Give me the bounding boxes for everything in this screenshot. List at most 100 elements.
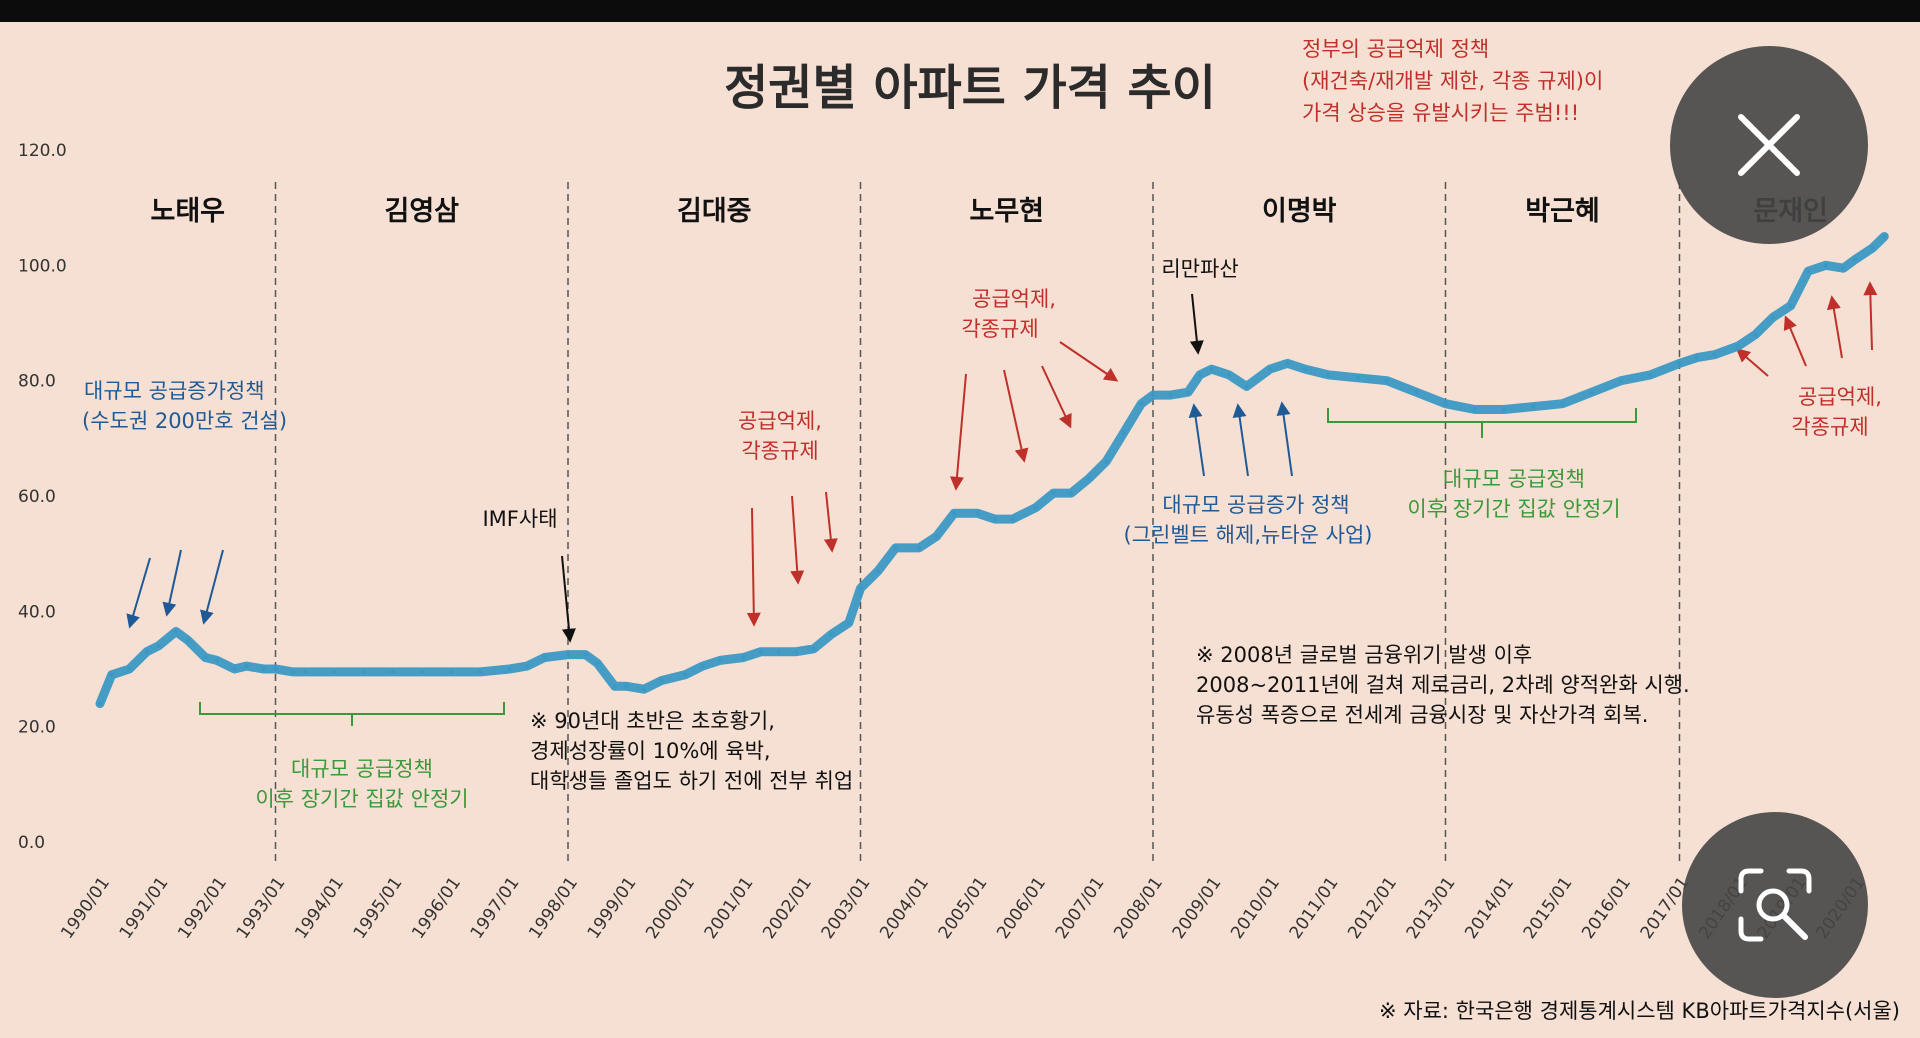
series-point: [566, 652, 570, 657]
series-point: [1823, 263, 1828, 268]
arrow-red-2018-a: [1735, 348, 1769, 377]
green-note-2013-line-2: 이후 장기간 집값 안정기: [1407, 497, 1620, 521]
series-point: [174, 629, 178, 634]
x-tick-label: 1992/01: [174, 873, 231, 942]
era-label: 박근혜: [1525, 196, 1600, 227]
series-point: [1168, 393, 1173, 398]
close-button[interactable]: [1670, 46, 1868, 244]
x-tick-label: 2005/01: [935, 873, 992, 942]
arrow-lehman: [1189, 293, 1204, 355]
arrow-red-2005-a: [950, 373, 967, 491]
series-point: [1648, 372, 1653, 377]
series-point: [1227, 372, 1231, 377]
series-point: [261, 667, 266, 671]
arrow-red-2018-d: [1863, 281, 1878, 351]
series-point: [244, 664, 249, 669]
series-point: [846, 620, 851, 625]
top-red-note-line-1: 정부의 공급억제 정책: [1302, 37, 1489, 61]
series-point: [1806, 269, 1811, 274]
x-tick-label: 1993/01: [233, 873, 290, 942]
y-tick-label: 40.0: [18, 602, 56, 622]
series-point: [1303, 367, 1308, 372]
x-tick-label: 2012/01: [1344, 873, 1401, 942]
series-point: [419, 669, 424, 674]
series-point: [876, 569, 880, 573]
close-icon: [1738, 114, 1800, 176]
series-point: [1069, 491, 1074, 496]
series-point: [1619, 378, 1623, 383]
series-point: [1244, 384, 1249, 389]
series-point: [759, 649, 763, 654]
x-tick-label: 2013/01: [1403, 873, 1460, 942]
arrow-red-2005-d: [1059, 341, 1119, 382]
series-point: [794, 649, 799, 654]
blue-note-2009-line-1: 대규모 공급증가 정책: [1162, 493, 1349, 517]
series-point: [232, 667, 237, 671]
x-tick-label: 2011/01: [1286, 873, 1343, 942]
series-point: [811, 646, 816, 651]
arrow-blue-2009-b: [1232, 403, 1249, 477]
arrow-blue-1990-b: [162, 549, 182, 617]
black-note-2008-line-3: 유동성 폭증으로 전세계 금융시장 및 자산가격 회복.: [1196, 703, 1648, 727]
blue-note-2009-line-2: (그린벨트 해제,뉴타운 사업): [1124, 523, 1373, 547]
era-label: 노태우: [150, 196, 225, 227]
series-point: [1139, 401, 1144, 406]
series-point: [144, 649, 149, 654]
series-point: [700, 664, 705, 669]
series-point: [975, 511, 980, 516]
x-tick-label: 1990/01: [57, 873, 114, 942]
green-note-2013-line-1: 대규모 공급정책: [1443, 467, 1585, 491]
green-note-1993-line-2: 이후 장기간 집값 안정기: [255, 787, 468, 811]
arrow-blue-2009-a: [1188, 403, 1205, 477]
arrow-red-2001-b: [790, 495, 805, 585]
blue-note-1990-line-1: 대규모 공급증가정책: [84, 379, 265, 403]
top-red-note-line-2: (재건축/재개발 제한, 각종 규제)이: [1302, 69, 1603, 93]
series-point: [273, 667, 278, 671]
series-point: [1209, 367, 1214, 372]
arrow-imf: [561, 555, 576, 643]
era-labels: 노태우김영삼김대중노무현이명박박근혜문재인: [150, 196, 1827, 227]
series-point: [185, 638, 190, 643]
series-point: [361, 669, 366, 674]
series-point: [1151, 393, 1155, 398]
x-tick-label: 2006/01: [993, 873, 1050, 942]
y-axis: 0.0 20.0 40.0 60.0 80.0 100.0 120.0: [18, 141, 67, 853]
series-point: [934, 534, 939, 539]
black-note-1998-line-3: 대학생들 졸업도 하기 전에 전부 취업: [530, 769, 853, 793]
x-tick-label: 2000/01: [642, 873, 699, 942]
series-point: [1472, 407, 1477, 412]
arrow-blue-1990-c: [200, 549, 224, 625]
series-point: [659, 678, 664, 683]
black-note-2008-line-2: 2008~2011년에 걸쳐 제로금리, 2차례 양적완화 시행.: [1196, 673, 1690, 697]
arrow-red-2005-b: [1003, 369, 1029, 463]
series-point: [525, 664, 529, 669]
chart-title: 정권별 아파트 가격 추이: [724, 60, 1216, 116]
series-point: [1753, 332, 1758, 337]
y-tick-label: 100.0: [18, 256, 67, 276]
series-point: [917, 545, 921, 550]
lehman-label: 리만파산: [1161, 257, 1238, 281]
series-point: [1443, 401, 1448, 406]
lens-search-icon: [1738, 868, 1812, 942]
green-bracket-1993: [199, 702, 505, 715]
era-label: 김대중: [677, 196, 752, 227]
series-point: [1414, 390, 1419, 395]
x-tick-label: 2008/01: [1110, 873, 1167, 942]
arrow-blue-1990-a: [126, 557, 151, 629]
series-point: [718, 658, 723, 663]
series-point: [1736, 344, 1740, 349]
visual-search-button[interactable]: [1682, 812, 1868, 998]
x-tick-label: 2009/01: [1169, 873, 1226, 942]
x-tick-label: 2014/01: [1461, 873, 1518, 942]
series-point: [1882, 234, 1887, 239]
series-point: [612, 684, 617, 689]
series-point: [507, 667, 512, 671]
top-red-note-line-3: 가격 상승을 유발시키는 주범!!!: [1302, 101, 1579, 125]
series-point: [1589, 390, 1594, 395]
red-note-2001-line-2: 각종규제: [741, 439, 818, 463]
series-point: [1086, 476, 1091, 481]
red-note-2005-line-1: 공급억제,: [972, 287, 1056, 311]
top-red-note: 정부의 공급억제 정책 (재건축/재개발 제한, 각종 규제)이 가격 상승을 …: [1302, 37, 1603, 125]
arrow-blue-2009-c: [1276, 401, 1293, 477]
series-point: [1788, 303, 1793, 308]
